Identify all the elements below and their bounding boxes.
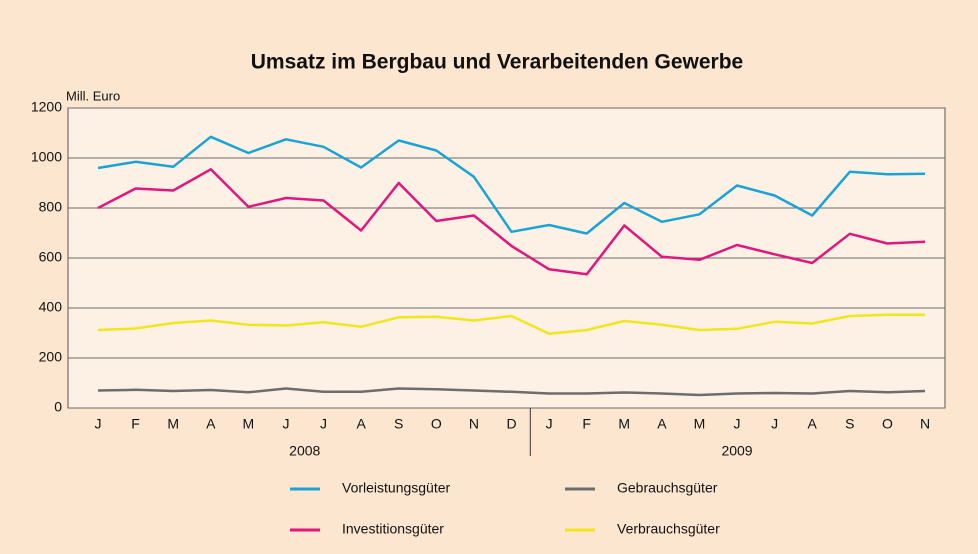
y-tick-label: 400: [39, 299, 63, 315]
x-tick-label: M: [618, 416, 630, 432]
x-group-label: 2009: [721, 443, 752, 459]
x-tick-label: M: [167, 416, 179, 432]
x-tick-label: A: [206, 416, 216, 432]
x-group-label: 2008: [289, 443, 320, 459]
x-tick-label: O: [431, 416, 442, 432]
chart-title: Umsatz im Bergbau und Verarbeitenden Gew…: [251, 51, 743, 74]
y-tick-label: 1200: [31, 99, 62, 115]
x-tick-label: M: [694, 416, 706, 432]
series-line: [97, 313, 925, 336]
y-tick-label: 800: [39, 199, 63, 215]
x-tick-label: A: [356, 416, 366, 432]
x-tick-label: N: [920, 416, 930, 432]
y-axis-label: Mill. Euro: [66, 88, 120, 103]
x-tick-label: J: [546, 416, 553, 432]
legend-label: Investitionsgüter: [342, 521, 444, 537]
x-tick-label: N: [469, 416, 479, 432]
x-tick-label: F: [131, 416, 140, 432]
x-tick-label: J: [734, 416, 741, 432]
x-tick-label: J: [282, 416, 289, 432]
series-line: [97, 387, 926, 397]
x-tick-label: A: [808, 416, 818, 432]
y-tick-label: 200: [39, 349, 63, 365]
legend-label: Gebrauchsgüter: [617, 480, 718, 496]
x-tick-label: D: [506, 416, 516, 432]
x-tick-label: J: [95, 416, 102, 432]
legend-label: Verbrauchsgüter: [617, 521, 720, 537]
x-tick-label: O: [882, 416, 893, 432]
x-tick-label: S: [394, 416, 403, 432]
series-line: [97, 135, 926, 235]
x-tick-label: S: [845, 416, 854, 432]
x-tick-label: J: [771, 416, 778, 432]
series-line: [97, 168, 926, 276]
y-tick-label: 0: [54, 399, 62, 415]
x-tick-label: M: [243, 416, 255, 432]
y-tick-label: 1000: [31, 149, 62, 165]
y-tick-label: 600: [39, 249, 63, 265]
x-tick-label: F: [582, 416, 591, 432]
x-tick-label: J: [320, 416, 327, 432]
x-tick-label: A: [657, 416, 667, 432]
legend-label: Vorleistungsgüter: [342, 480, 451, 496]
